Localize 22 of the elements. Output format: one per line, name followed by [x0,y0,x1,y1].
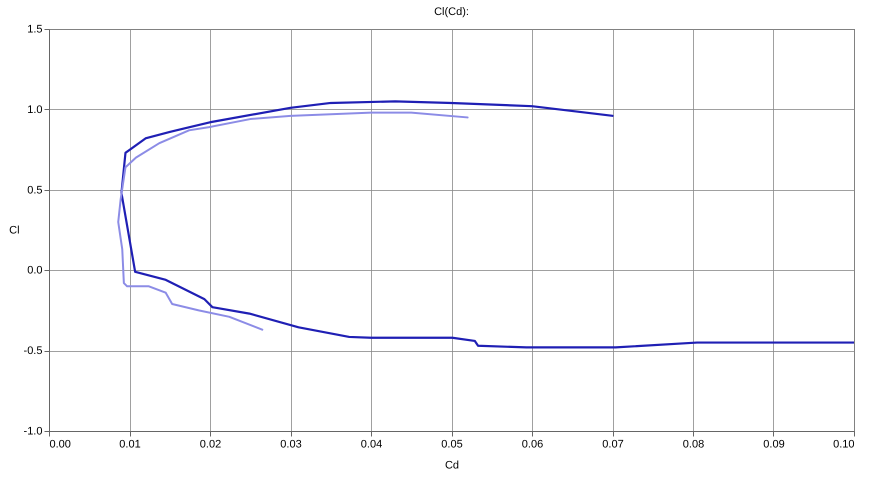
x-tick-label: 0.08 [682,438,704,450]
x-tick-label: 0.00 [50,438,71,450]
y-tick-label: 0.5 [27,184,42,196]
y-tick-label: -1.0 [24,426,42,438]
y-tick-label: 1.5 [27,24,42,36]
x-tick-label: 0.06 [522,438,544,450]
y-tick-label: 0.0 [27,264,42,277]
y-tick-label: 1.0 [27,104,42,116]
line-series [117,112,469,331]
x-tick-label: 0.01 [119,438,141,450]
x-tick-label: 0.04 [360,438,382,450]
x-axis-title: Cd [444,460,460,472]
x-tick-label: 0.05 [441,438,463,450]
y-axis-title: Cl [9,224,20,236]
x-tick-label: 0.10 [833,438,854,450]
line-series [120,100,854,348]
x-tick-label: 0.07 [602,438,624,450]
chart-title: Cl(Cd): [434,6,469,18]
y-tick-label: -0.5 [24,345,42,358]
x-tick-label: 0.02 [200,438,222,450]
x-tick-label: 0.03 [280,438,302,450]
x-tick-label: 0.09 [763,438,785,450]
